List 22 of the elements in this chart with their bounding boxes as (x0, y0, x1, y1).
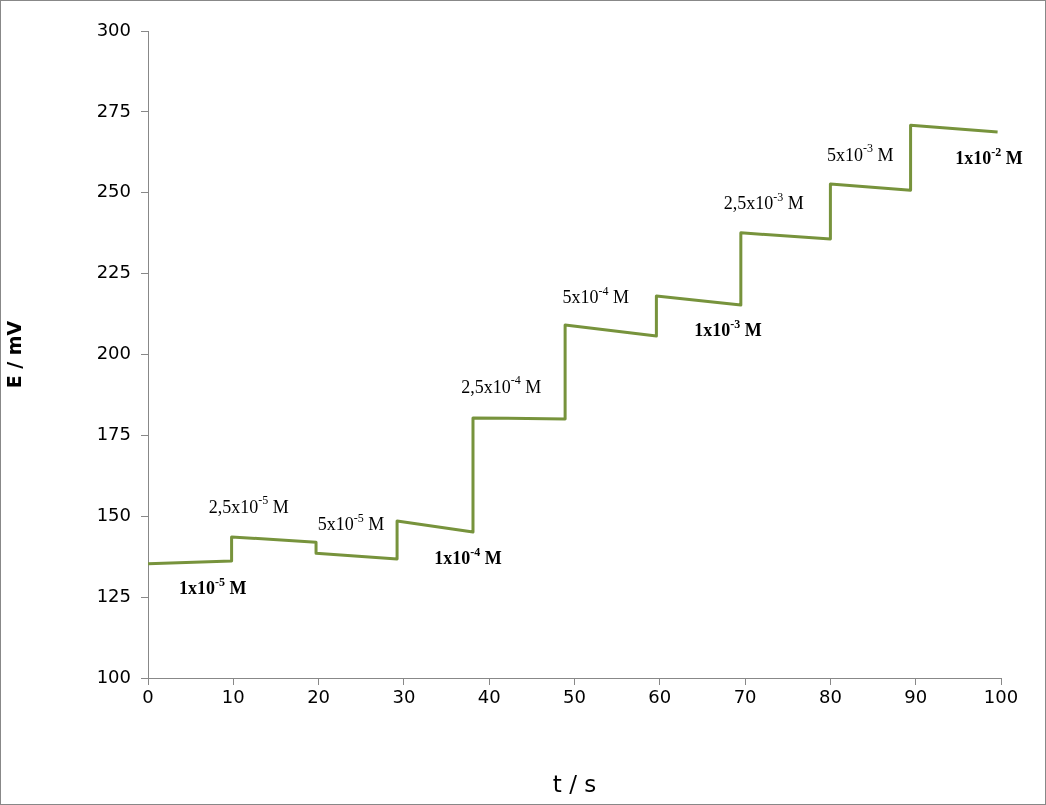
x-tick-label: 90 (904, 686, 928, 708)
y-tick-label: 275 (96, 99, 131, 121)
y-tick-label: 225 (96, 261, 131, 283)
x-tick-label: 70 (733, 686, 757, 708)
y-tick-label: 250 (96, 180, 131, 202)
x-tick-label: 40 (477, 686, 501, 708)
x-tick-label: 50 (563, 686, 586, 708)
x-tick-label: 0 (142, 686, 154, 708)
x-tick-label: 80 (818, 686, 842, 708)
y-tick-label: 175 (96, 423, 131, 445)
x-tick-label: 10 (221, 686, 245, 708)
y-tick-label: 125 (96, 584, 131, 606)
x-tick-label: 20 (307, 686, 331, 708)
y-tick-label: 300 (96, 18, 131, 40)
y-tick-label: 100 (96, 665, 131, 687)
x-tick-label: 100 (983, 686, 1019, 708)
y-tick-label: 200 (96, 342, 131, 364)
y-tick-label: 150 (96, 503, 131, 525)
y-axis-title: E / mV (3, 320, 26, 389)
x-axis-title: t / s (552, 771, 597, 798)
x-tick-label: 30 (392, 686, 416, 708)
x-tick-label: 60 (648, 686, 672, 708)
